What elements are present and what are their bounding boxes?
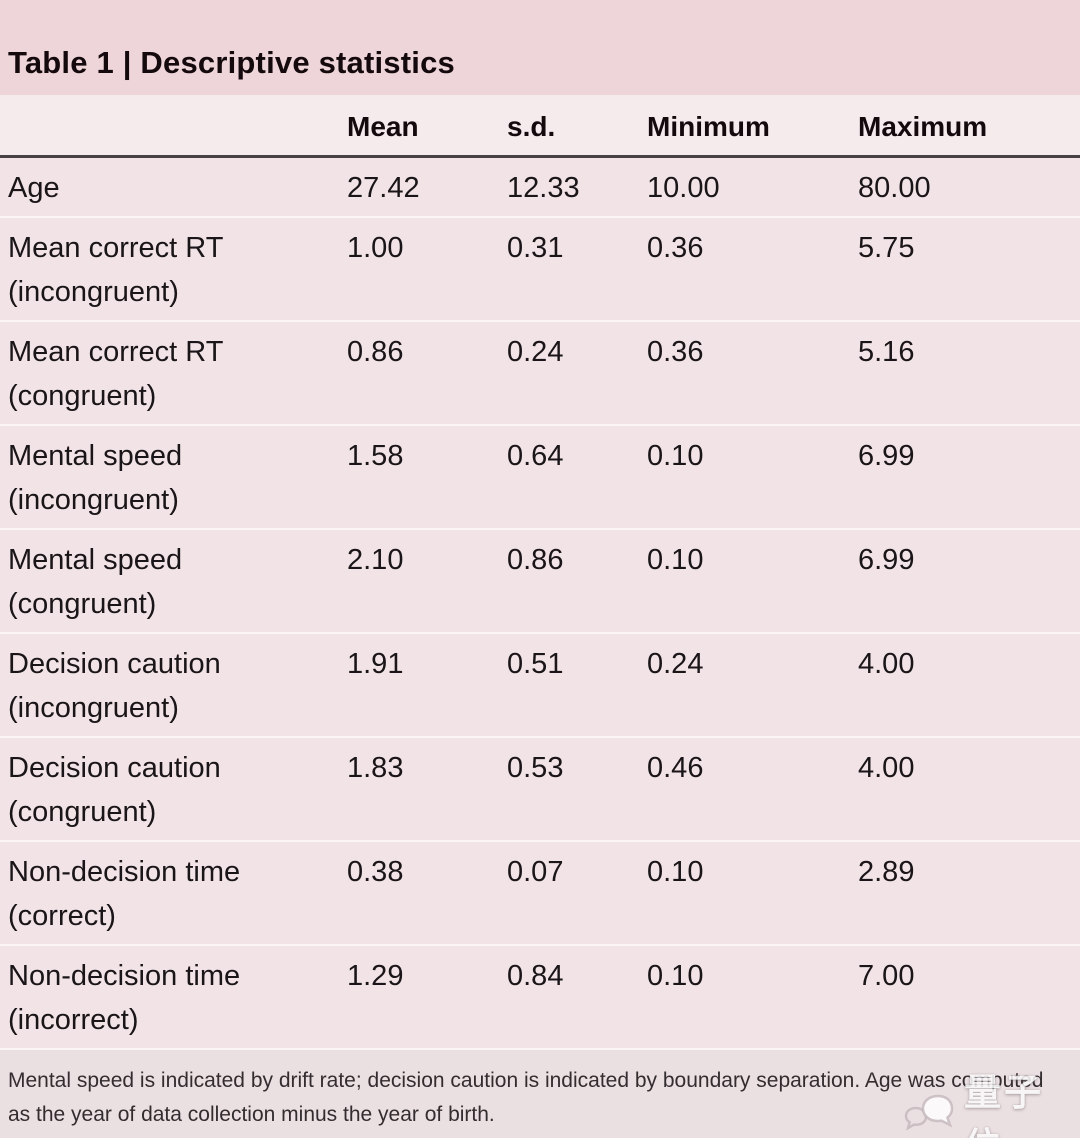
cell-max: 4.00: [858, 648, 915, 680]
col-header-empty: [0, 95, 347, 155]
table-row-decision-caution-congruent: Decision caution (congruent) 1.83 0.53 0.…: [0, 738, 1080, 842]
row-label-sub: (incongruent): [8, 276, 179, 308]
table-row-mental-speed-congruent: Mental speed (congruent) 2.10 0.86 0.10 6…: [0, 530, 1080, 634]
cell-mean: 1.58: [347, 440, 404, 472]
table-row-mean-correct-rt-incongruent: Mean correct RT (incongruent) 1.00 0.31 0…: [0, 218, 1080, 322]
cell-max: 5.16: [858, 336, 915, 368]
cell-max: 4.00: [858, 752, 915, 784]
row-label: Decision caution: [8, 648, 221, 680]
cell-min: 0.36: [647, 232, 704, 264]
cell-mean: 1.29: [347, 960, 404, 992]
row-label-sub: (correct): [8, 900, 116, 932]
row-label: Non-decision time: [8, 856, 241, 888]
cell-max: 80.00: [858, 172, 931, 204]
row-label: Decision caution: [8, 752, 221, 784]
row-label: Mental speed: [8, 544, 183, 576]
table-title: Table 1 | Descriptive statistics: [8, 45, 455, 80]
cell-sd: 0.51: [507, 648, 564, 680]
cell-sd: 0.24: [507, 336, 564, 368]
row-label-sub: (congruent): [8, 380, 157, 412]
cell-sd: 12.33: [507, 172, 580, 204]
table-row-non-decision-time-correct: Non-decision time (correct) 0.38 0.07 0.1…: [0, 842, 1080, 946]
table-row-decision-caution-incongruent: Decision caution (incongruent) 1.91 0.51 …: [0, 634, 1080, 738]
cell-mean: 0.38: [347, 856, 404, 888]
cell-min: 0.46: [647, 752, 704, 784]
row-label-sub: (congruent): [8, 588, 157, 620]
table-row-age: Age 27.42 12.33 10.00 80.00: [0, 158, 1080, 218]
cell-sd: 0.53: [507, 752, 564, 784]
cell-mean: 27.42: [347, 172, 420, 204]
cell-sd: 0.84: [507, 960, 564, 992]
row-label: Mental speed: [8, 440, 183, 472]
cell-min: 0.10: [647, 856, 704, 888]
cell-sd: 0.31: [507, 232, 564, 264]
row-label-sub: (incorrect): [8, 1004, 139, 1036]
cell-min: 10.00: [647, 172, 720, 204]
cell-mean: 0.86: [347, 336, 404, 368]
cell-sd: 0.07: [507, 856, 564, 888]
cell-min: 0.10: [647, 440, 704, 472]
col-header-maximum: Maximum: [858, 111, 988, 142]
row-label: Mean correct RT: [8, 336, 224, 368]
cell-max: 6.99: [858, 544, 915, 576]
row-label-sub: (incongruent): [8, 484, 179, 516]
table-row-non-decision-time-incorrect: Non-decision time (incorrect) 1.29 0.84 0…: [0, 946, 1080, 1050]
cell-max: 2.89: [858, 856, 915, 888]
row-label-sub: (congruent): [8, 796, 157, 828]
row-label: Age: [8, 172, 60, 204]
cell-min: 0.36: [647, 336, 704, 368]
table-header-row: Mean s.d. Minimum Maximum: [0, 95, 1080, 158]
table-title-band: Table 1 | Descriptive statistics: [0, 0, 1080, 95]
row-label-sub: (incongruent): [8, 692, 179, 724]
col-header-minimum: Minimum: [647, 111, 770, 142]
cell-min: 0.24: [647, 648, 704, 680]
cell-mean: 1.00: [347, 232, 404, 264]
cell-sd: 0.64: [507, 440, 564, 472]
row-label: Mean correct RT: [8, 232, 224, 264]
table-footnote: Mental speed is indicated by drift rate;…: [0, 1050, 1080, 1132]
cell-min: 0.10: [647, 544, 704, 576]
table-row-mean-correct-rt-congruent: Mean correct RT (congruent) 0.86 0.24 0.3…: [0, 322, 1080, 426]
cell-mean: 1.83: [347, 752, 404, 784]
col-header-mean: Mean: [347, 111, 419, 142]
cell-sd: 0.86: [507, 544, 564, 576]
table-row-mental-speed-incongruent: Mental speed (incongruent) 1.58 0.64 0.10…: [0, 426, 1080, 530]
cell-max: 5.75: [858, 232, 915, 264]
cell-min: 0.10: [647, 960, 704, 992]
cell-mean: 2.10: [347, 544, 404, 576]
cell-max: 6.99: [858, 440, 915, 472]
row-label: Non-decision time: [8, 960, 241, 992]
cell-mean: 1.91: [347, 648, 404, 680]
cell-max: 7.00: [858, 960, 915, 992]
col-header-sd: s.d.: [507, 111, 556, 142]
